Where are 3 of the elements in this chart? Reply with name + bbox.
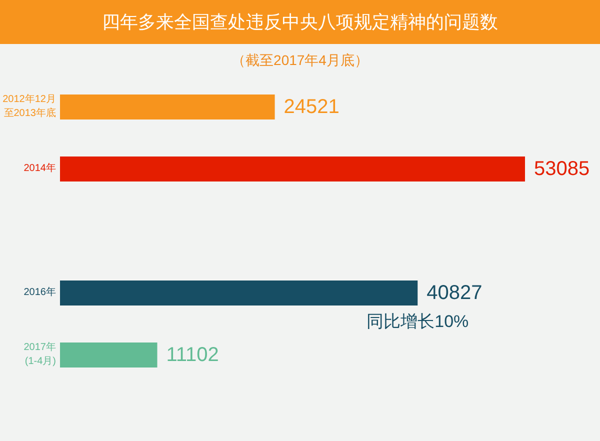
title: 四年多来全国查处违反中央八项规定精神的问题数	[101, 11, 499, 34]
annotation: 同比增长10%	[366, 310, 469, 332]
subtitle: （截至2017年4月底）	[230, 52, 370, 70]
